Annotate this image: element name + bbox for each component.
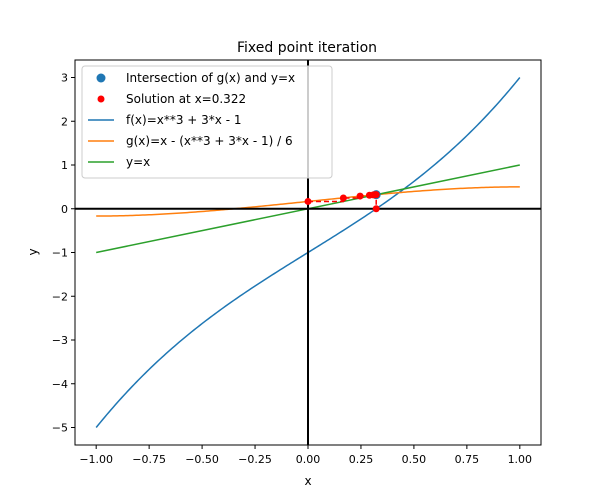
scatter-point-1-1 [339, 194, 347, 202]
legend-marker-1 [97, 95, 105, 103]
legend-label-2: f(x)=x**3 + 3*x - 1 [126, 113, 242, 127]
x-tick-label: 0.25 [349, 453, 374, 466]
x-axis-label: x [304, 474, 311, 488]
legend: Intersection of g(x) and y=x Solution at … [81, 65, 333, 179]
y-tick-label: −2 [52, 290, 68, 303]
y-tick-label: 1 [61, 159, 68, 172]
x-tick-label: −0.25 [238, 453, 272, 466]
legend-label-3: g(x)=x - (x**3 + 3*x - 1) / 6 [126, 134, 293, 148]
x-tick-label: 1.00 [508, 453, 533, 466]
legend-label-4: y=x [126, 155, 150, 169]
chart-title: Fixed point iteration [237, 40, 377, 56]
y-tick-label: 0 [61, 203, 68, 216]
legend-label-1: Solution at x=0.322 [126, 92, 246, 106]
y-tick-label: 2 [61, 115, 68, 128]
x-tick-label: −0.50 [185, 453, 219, 466]
legend-marker-0 [96, 73, 106, 83]
scatter-point-1-7 [372, 205, 380, 213]
plot-area [75, 60, 541, 445]
legend-label-0: Intersection of g(x) and y=x [126, 71, 295, 85]
x-tick-label: 0.50 [402, 453, 427, 466]
scatter-point-1-6 [372, 191, 380, 199]
y-axis: −5 −4 −3 −2 −1 0 1 2 3 [52, 72, 75, 435]
x-tick-label: 0.75 [455, 453, 480, 466]
scatter-point-1-2 [356, 192, 364, 200]
y-tick-label: 3 [61, 72, 68, 85]
scatter-point-1-0 [304, 197, 312, 205]
x-tick-label: −0.75 [132, 453, 166, 466]
x-tick-label: −1.00 [79, 453, 113, 466]
legend-box [81, 65, 333, 179]
y-tick-label: −4 [52, 378, 68, 391]
y-tick-label: −3 [52, 334, 68, 347]
x-axis: −1.00 −0.75 −0.50 −0.25 0.00 0.25 0.50 0.75 1.00 [79, 445, 532, 466]
y-tick-label: −1 [52, 247, 68, 260]
y-tick-label: −5 [52, 422, 68, 435]
x-tick-label: 0.00 [296, 453, 321, 466]
y-axis-label: y [26, 248, 40, 255]
